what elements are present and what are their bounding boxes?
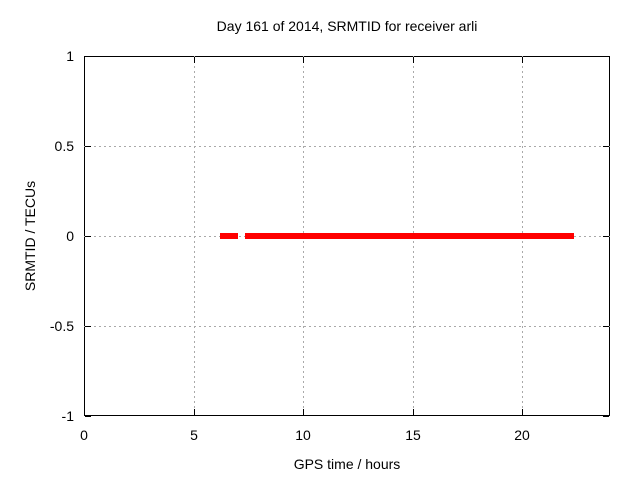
y-tick-mark <box>603 236 609 237</box>
x-axis-label: GPS time / hours <box>293 456 401 472</box>
horizontal-gridline <box>84 146 610 147</box>
y-tick-mark <box>85 416 91 417</box>
x-tick-mark <box>303 409 304 415</box>
y-tick-label: 0.5 <box>54 138 74 154</box>
x-tick-label: 15 <box>405 427 421 443</box>
x-tick-label: 5 <box>190 427 198 443</box>
y-tick-mark <box>603 326 609 327</box>
x-tick-mark <box>413 409 414 415</box>
y-tick-mark <box>85 236 91 237</box>
y-tick-label: -1 <box>61 408 74 424</box>
y-tick-mark <box>85 146 91 147</box>
horizontal-gridline <box>84 326 610 327</box>
y-tick-mark <box>603 416 609 417</box>
x-tick-mark <box>413 57 414 63</box>
y-tick-label: 1 <box>66 48 74 64</box>
y-tick-mark <box>85 326 91 327</box>
data-series-segment <box>220 233 238 239</box>
x-tick-mark <box>84 57 85 63</box>
data-series-segment <box>245 233 574 239</box>
x-tick-label: 10 <box>295 427 311 443</box>
x-tick-label: 20 <box>514 427 530 443</box>
chart-title: Day 161 of 2014, SRMTID for receiver arl… <box>216 18 478 34</box>
y-tick-label: -0.5 <box>49 318 74 334</box>
x-tick-mark <box>303 57 304 63</box>
y-tick-mark <box>603 56 609 57</box>
x-tick-mark <box>194 57 195 63</box>
y-tick-mark <box>85 56 91 57</box>
x-tick-mark <box>84 409 85 415</box>
x-tick-mark <box>194 409 195 415</box>
y-tick-mark <box>603 146 609 147</box>
x-tick-mark <box>522 57 523 63</box>
x-tick-mark <box>522 409 523 415</box>
x-tick-label: 0 <box>80 427 88 443</box>
y-tick-label: 0 <box>66 228 74 244</box>
